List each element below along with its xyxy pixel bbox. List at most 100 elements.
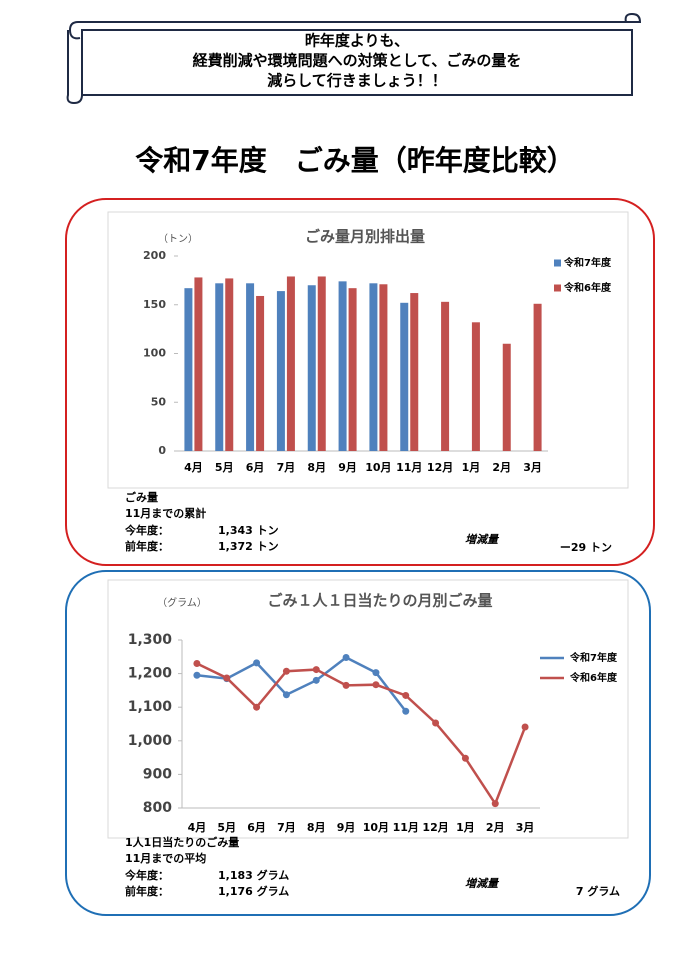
banner: 昨年度よりも、 経費削減や環境問題への対策として、ごみの量を 減らして行きましょ… bbox=[66, 12, 642, 105]
point bbox=[402, 691, 410, 699]
banner-line: 減らして行きましょう！！ bbox=[267, 72, 447, 90]
y-tick-label: 1,200 bbox=[128, 666, 173, 682]
bar bbox=[410, 293, 419, 451]
diff-label: 増減量 bbox=[465, 533, 500, 546]
legend-swatch bbox=[554, 284, 561, 292]
x-tick-label: 5月 bbox=[215, 461, 234, 474]
y-tick-label: 900 bbox=[143, 766, 172, 782]
bar bbox=[307, 285, 316, 451]
summary-value: 1,343 トン bbox=[218, 524, 279, 537]
point bbox=[193, 660, 201, 668]
x-tick-label: 6月 bbox=[247, 821, 266, 834]
summary-value: 1,372 トン bbox=[218, 540, 279, 553]
line bbox=[196, 656, 407, 712]
point bbox=[432, 719, 440, 727]
x-tick-label: 3月 bbox=[516, 821, 535, 834]
summary-value: 1,183 グラム bbox=[218, 868, 289, 882]
summary-label: 前年度： bbox=[125, 539, 169, 553]
bar bbox=[276, 291, 285, 451]
x-tick-label: 6月 bbox=[246, 461, 265, 474]
summary-heading: 1人1日当たりのごみ量 bbox=[125, 835, 239, 849]
x-tick-label: 3月 bbox=[523, 461, 542, 474]
bar bbox=[215, 283, 224, 451]
point bbox=[253, 703, 261, 711]
x-tick-label: 12月 bbox=[422, 821, 448, 834]
x-tick-label: 1月 bbox=[456, 821, 475, 834]
bar bbox=[400, 302, 409, 451]
point bbox=[312, 676, 320, 684]
y-tick-label: 150 bbox=[143, 298, 166, 311]
bar bbox=[441, 301, 450, 451]
x-tick-label: 11月 bbox=[396, 461, 422, 474]
bar bbox=[533, 303, 542, 451]
x-tick-label: 10月 bbox=[365, 461, 391, 474]
legend-label: 令和7年度 bbox=[569, 651, 618, 664]
point bbox=[372, 681, 380, 689]
point bbox=[312, 666, 320, 674]
line bbox=[196, 662, 527, 807]
chart-area bbox=[107, 579, 629, 839]
x-tick-label: 4月 bbox=[184, 461, 203, 474]
x-tick-label: 1月 bbox=[462, 461, 481, 474]
chart-title: ごみ１人１日当たりの月別ごみ量 bbox=[267, 592, 492, 610]
point bbox=[372, 669, 380, 677]
y-tick-label: 50 bbox=[151, 395, 167, 408]
y-tick-label: 0 bbox=[158, 444, 166, 457]
x-tick-label: 9月 bbox=[338, 461, 357, 474]
bar bbox=[338, 281, 347, 451]
banner-line: 経費削減や環境問題への対策として、ごみの量を bbox=[193, 52, 522, 70]
point bbox=[402, 707, 410, 715]
x-tick-label: 4月 bbox=[188, 821, 207, 834]
x-tick-label: 10月 bbox=[363, 821, 389, 834]
point bbox=[282, 667, 290, 675]
y-tick-label: 1,100 bbox=[128, 699, 173, 715]
bar bbox=[502, 343, 511, 451]
summary-period: 11月までの累計 bbox=[125, 506, 206, 520]
bar bbox=[256, 295, 265, 451]
x-tick-label: 8月 bbox=[307, 821, 326, 834]
page-title: 令和7年度 ごみ量（昨年度比較） bbox=[135, 144, 574, 177]
point bbox=[253, 659, 261, 667]
legend-label: 令和7年度 bbox=[563, 256, 612, 269]
summary-label: 今年度： bbox=[124, 523, 169, 537]
summary-period: 11月までの平均 bbox=[125, 851, 206, 865]
y-tick-label: 800 bbox=[143, 800, 172, 816]
x-tick-label: 2月 bbox=[486, 821, 505, 834]
bar bbox=[286, 276, 295, 451]
x-tick-label: 7月 bbox=[277, 821, 296, 834]
point bbox=[342, 653, 350, 661]
bar bbox=[194, 277, 203, 451]
y-tick-label: 100 bbox=[143, 347, 166, 360]
y-tick-label: 1,000 bbox=[128, 733, 173, 749]
frame bbox=[65, 570, 651, 916]
diff-value: 7 グラム bbox=[576, 884, 620, 898]
banner-line: 昨年度よりも、 bbox=[305, 32, 409, 50]
point bbox=[461, 754, 469, 762]
x-tick-label: 9月 bbox=[337, 821, 356, 834]
summary-heading: ごみ量 bbox=[125, 490, 158, 504]
bar bbox=[348, 288, 357, 451]
chart-title: ごみ量月別排出量 bbox=[305, 228, 425, 246]
summary-value: 1,176 グラム bbox=[218, 884, 289, 898]
bar bbox=[225, 278, 234, 451]
x-tick-label: 8月 bbox=[307, 461, 326, 474]
summary-label: 前年度： bbox=[125, 884, 169, 898]
point bbox=[282, 691, 290, 699]
x-tick-label: 2月 bbox=[492, 461, 511, 474]
x-tick-label: 5月 bbox=[217, 821, 236, 834]
frame bbox=[65, 198, 655, 566]
bar bbox=[184, 288, 193, 451]
x-tick-label: 11月 bbox=[393, 821, 419, 834]
summary-label: 今年度： bbox=[124, 868, 169, 882]
point bbox=[491, 800, 499, 808]
bar bbox=[379, 284, 388, 451]
unit-label: （トン） bbox=[158, 233, 198, 245]
point bbox=[342, 681, 350, 689]
y-tick-label: 1,300 bbox=[128, 632, 173, 648]
y-tick-label: 200 bbox=[143, 249, 166, 262]
x-tick-label: 12月 bbox=[427, 461, 453, 474]
bar bbox=[246, 283, 255, 451]
legend-label: 令和6年度 bbox=[569, 671, 618, 684]
diff-value: ー29 トン bbox=[560, 541, 612, 554]
